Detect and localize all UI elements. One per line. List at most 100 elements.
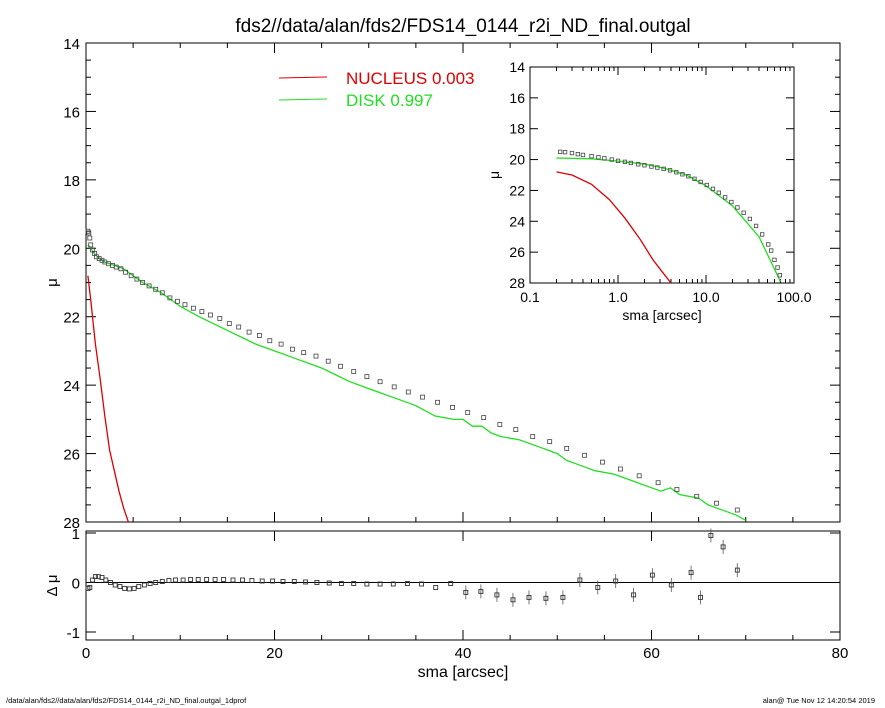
x-axis-label: sma [arcsec] bbox=[418, 664, 509, 681]
residual-point bbox=[698, 594, 703, 600]
inset-x-axis-label: sma [arcsec] bbox=[622, 307, 701, 323]
residual-point bbox=[90, 577, 96, 583]
inset-data-point bbox=[580, 152, 586, 158]
residual-point bbox=[92, 574, 98, 580]
inset-data-point bbox=[628, 160, 633, 166]
residual-point bbox=[494, 592, 500, 598]
main-data-point bbox=[497, 422, 503, 427]
inset-y-tick-label: 26 bbox=[509, 244, 525, 260]
residual-point bbox=[510, 597, 516, 603]
main-disk-line bbox=[87, 244, 747, 521]
legend-label-nucleus: NUCLEUS 0.003 bbox=[346, 69, 475, 88]
main-data-point bbox=[146, 283, 152, 289]
inset-y-tick-label: 18 bbox=[509, 121, 525, 137]
main-data-point bbox=[301, 350, 307, 356]
main-data-point bbox=[278, 341, 284, 347]
inset-data-point bbox=[698, 179, 703, 185]
main-data-point bbox=[694, 493, 700, 499]
x-tick-label: 0 bbox=[82, 645, 90, 662]
residual-y-tick-label: -1 bbox=[67, 625, 80, 642]
residual-point bbox=[291, 579, 297, 584]
main-data-point bbox=[351, 369, 357, 374]
inset-data-point bbox=[596, 155, 601, 160]
main-y-tick-label: 20 bbox=[63, 241, 80, 258]
main-y-tick-label: 26 bbox=[63, 447, 80, 464]
inset-data-point bbox=[674, 170, 679, 175]
main-data-point bbox=[199, 309, 205, 315]
residual-y-tick-label: 0 bbox=[72, 576, 80, 593]
residual-point bbox=[173, 577, 178, 583]
inset-data-point bbox=[622, 159, 628, 165]
residual-point bbox=[188, 577, 194, 582]
inset-data-point bbox=[741, 210, 746, 215]
inset-y-axis-label: μ bbox=[486, 171, 502, 179]
main-data-point bbox=[134, 276, 140, 282]
inset-data-point bbox=[777, 273, 782, 278]
residual-point bbox=[99, 575, 105, 580]
main-data-point bbox=[391, 384, 397, 390]
inset-data-point bbox=[649, 164, 654, 169]
residual-point bbox=[577, 577, 583, 583]
main-data-point bbox=[118, 266, 124, 272]
residual-point bbox=[147, 581, 153, 586]
main-y-tick-label: 18 bbox=[63, 173, 80, 190]
main-data-point bbox=[217, 315, 223, 321]
residual-point bbox=[543, 595, 549, 601]
residual-point bbox=[153, 580, 159, 585]
main-data-point bbox=[600, 459, 605, 465]
residual-point bbox=[126, 586, 132, 592]
inset-y-tick-label: 24 bbox=[509, 213, 525, 229]
footer-left: /data/alan/fds2//data/alan/fds2/FDS14_01… bbox=[6, 696, 247, 705]
inset-data-point bbox=[636, 162, 641, 167]
residual-point bbox=[230, 577, 236, 583]
main-data-point bbox=[734, 507, 740, 513]
main-data-point bbox=[153, 286, 159, 292]
residual-point bbox=[419, 581, 424, 587]
main-data-point bbox=[364, 374, 370, 380]
main-data-point bbox=[377, 379, 383, 385]
residual-point bbox=[259, 578, 265, 584]
main-data-point bbox=[465, 410, 471, 415]
main-data-point bbox=[167, 295, 173, 301]
residual-point bbox=[708, 533, 714, 538]
inset-disk-line bbox=[556, 157, 781, 282]
residual-point bbox=[270, 578, 276, 584]
main-y-tick-label: 22 bbox=[63, 310, 80, 327]
residual-point bbox=[117, 584, 123, 589]
legend-line-disk bbox=[278, 98, 328, 101]
main-data-point bbox=[714, 500, 719, 506]
residual-point bbox=[141, 582, 147, 588]
main-data-point bbox=[450, 404, 456, 410]
inset-y-tick-label: 20 bbox=[509, 152, 525, 168]
residual-point bbox=[303, 579, 309, 585]
main-data-point bbox=[481, 415, 487, 421]
main-data-point bbox=[123, 269, 128, 275]
residual-point bbox=[314, 580, 320, 585]
main-data-point bbox=[547, 439, 553, 445]
residual-point bbox=[103, 577, 109, 583]
residual-point bbox=[108, 580, 113, 585]
main-data-point bbox=[207, 312, 213, 318]
residual-point bbox=[180, 577, 186, 583]
residual-point bbox=[631, 592, 637, 598]
residual-point bbox=[212, 577, 218, 582]
residual-point bbox=[734, 567, 740, 573]
residual-point bbox=[131, 585, 137, 591]
main-data-point bbox=[405, 389, 411, 395]
residual-point bbox=[560, 594, 566, 600]
main-data-point bbox=[182, 302, 188, 308]
main-data-point bbox=[190, 305, 196, 311]
inset-background bbox=[530, 67, 794, 283]
chart-title: fds2//data/alan/fds2/FDS14_0144_r2i_ND_f… bbox=[235, 16, 690, 37]
inset-nucleus-line bbox=[556, 171, 672, 284]
main-data-point bbox=[256, 333, 262, 338]
residual-point bbox=[364, 581, 370, 587]
main-data-point bbox=[87, 235, 93, 241]
inset-data-point bbox=[602, 156, 607, 161]
residual-point bbox=[478, 588, 484, 594]
inset-data-point bbox=[769, 248, 774, 253]
inset-data-point bbox=[729, 199, 734, 205]
main-data-point bbox=[564, 445, 570, 451]
inset-data-point bbox=[766, 242, 771, 247]
